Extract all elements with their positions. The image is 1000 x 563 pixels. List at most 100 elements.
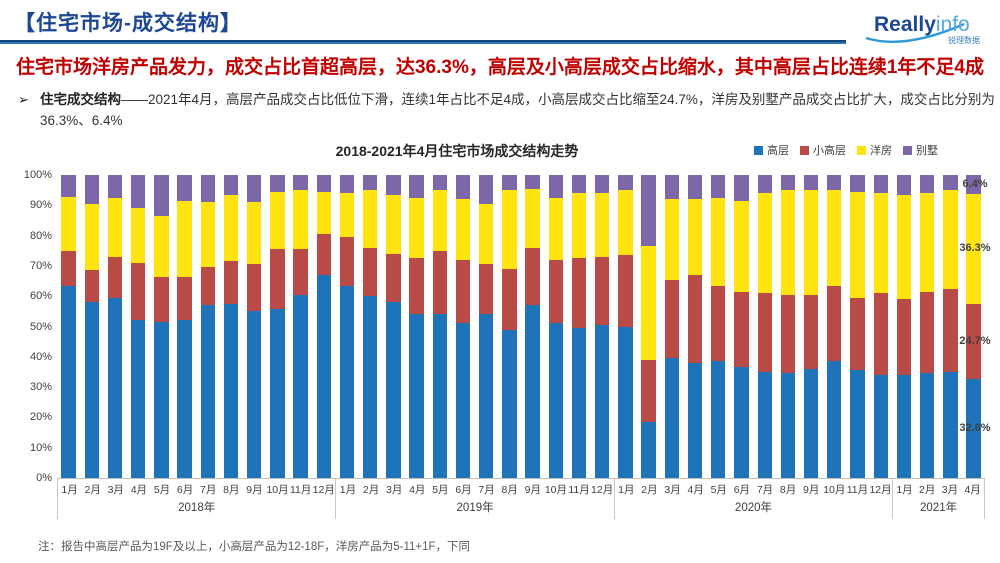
legend-item: 别墅 [903,142,938,158]
bar-segment [131,320,146,478]
bar-segment [200,202,215,268]
month-label: 5月 [710,483,727,496]
y-tick-label: 20% [29,411,52,424]
bar-slot [127,175,150,478]
month-label: 2月 [362,483,380,496]
bar-segment [525,305,540,478]
legend-label: 别墅 [916,145,938,157]
bar-segment [363,296,378,478]
bar-segment [711,361,726,478]
legend-label: 洋房 [870,145,892,157]
data-label: 6.4% [962,177,988,190]
year-group: 1月 2月 3月 4月 5月 6月 7月 8月 9月 10月 11月 12月 2020年 [613,479,892,519]
stacked-bar [316,175,332,478]
year-group: 1月 2月 3月 4月 5月 6月 7月 8月 9月 10月 11月 12月 2018年 [57,479,335,519]
bar-segment [270,191,285,250]
bar-segment [850,175,865,192]
bar-segment [827,190,842,286]
year-label: 2019年 [456,502,494,514]
bar-segment [780,373,796,478]
month-label: 1月 [618,483,635,496]
bar-segment [943,190,958,289]
bar-segment [943,371,958,478]
bar-slot [567,175,590,478]
bar-segment [757,193,772,294]
stacked-bar [502,175,517,478]
bar-segment [200,267,215,306]
bar-segment [595,256,610,325]
month-label: 6月 [455,483,472,496]
stacked-bar [757,175,772,478]
y-tick-label: 90% [29,199,52,212]
bar-segment [223,261,239,304]
bar-slot [196,175,219,478]
bar-segment [873,374,888,478]
month-label: 8月 [501,483,518,496]
month-label: 4月 [964,483,981,496]
bar-segment [966,175,981,195]
bar-segment [432,250,448,315]
bar-segment [270,249,285,310]
bar-slot [219,175,242,478]
legend-swatch-icon [800,145,809,155]
stacked-bar [177,175,192,478]
stacked-bar [896,175,912,478]
stacked-bar [780,175,796,478]
month-label: 12月 [591,483,614,496]
y-tick-label: 0% [36,472,52,484]
bar-segment [386,253,401,303]
bar-segment [432,314,448,478]
bar-segment [664,279,680,359]
stacked-bar [107,175,123,478]
bar-segment [571,193,587,259]
stacked-bar [339,175,355,478]
stacked-bar [827,175,842,478]
bar-segment [571,328,587,478]
bar-segment [293,249,308,295]
month-label: 10月 [266,483,289,496]
stacked-bar [943,175,958,478]
bar-segment [107,257,123,298]
bar-segment [618,175,633,191]
bar-segment [386,175,401,195]
stacked-bar [432,175,448,478]
month-label: 8月 [779,483,797,496]
stacked-bar [270,175,285,478]
bar-segment [571,175,587,194]
bar-slot [335,175,358,478]
bar-segment [223,175,239,195]
month-label: 1月 [61,483,78,496]
bar-segment [386,194,401,254]
bar-segment [664,199,680,280]
bar-segment [687,275,703,363]
plot-area: 32.6% 24.7% 36.3% 6.4% [57,175,991,479]
bar-segment [595,325,610,478]
year-label: 2018年 [178,502,216,514]
bar-slot [591,175,614,478]
stacked-bar [455,175,471,478]
bar-segment [293,294,308,478]
bar-segment [502,190,517,269]
stacked-bar [84,175,99,478]
month-label: 6月 [176,483,194,496]
stacked-bar [850,175,865,478]
stacked-bar [711,175,726,478]
bar-segment [595,193,610,257]
month-label: 10月 [544,483,568,496]
bar-slot [916,175,939,478]
stacked-bar [571,175,587,478]
month-label: 3月 [941,483,959,496]
y-axis: 0% 10% 20% 30% 40% 50% 60% 70% 80% 90% 100% [8,169,52,484]
bar-slot [707,175,730,478]
bar-slot [428,175,451,478]
legend-swatch-icon [903,145,912,155]
bar-segment [502,175,517,191]
bar-slot [266,175,289,478]
bar-segment [966,379,981,478]
bar-segment [641,175,656,247]
bar-segment [943,288,958,372]
year-label: 2021年 [920,502,958,514]
y-tick-label: 70% [29,259,52,272]
bar-segment [339,237,355,286]
bar-segment [896,194,912,300]
